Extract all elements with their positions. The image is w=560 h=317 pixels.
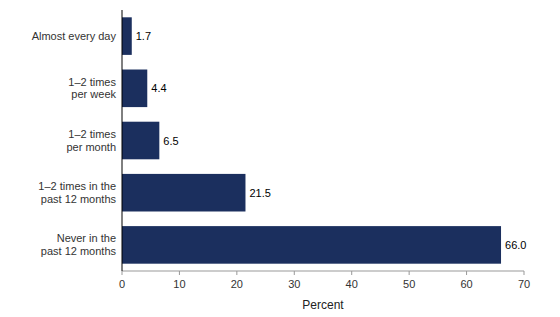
bar [122, 122, 159, 160]
y-tick-label: 1–2 times in thepast 12 months [38, 180, 116, 205]
x-tick [409, 271, 410, 275]
chart-container: 0 10 20 30 40 50 60 70 Percent Never in thepast 1… [0, 0, 560, 317]
bar [122, 70, 147, 108]
x-tick-label: 60 [460, 278, 472, 290]
x-tick-label: 10 [173, 278, 185, 290]
y-axis: Never in thepast 12 months 1–2 times in t… [32, 30, 117, 257]
bars [122, 17, 501, 263]
x-tick [236, 271, 237, 275]
x-tick [524, 271, 525, 275]
x-tick [294, 271, 295, 275]
data-label: 6.5 [163, 135, 178, 147]
y-tick-label: 1–2 timesper month [66, 128, 116, 153]
x-tick [466, 271, 467, 275]
y-tick-label: 1–2 timesper week [68, 76, 116, 101]
y-tick-label: Almost every day [32, 30, 117, 42]
bar [122, 17, 132, 55]
x-tick [179, 271, 180, 275]
x-tick-label: 20 [231, 278, 243, 290]
x-tick-label: 70 [518, 278, 530, 290]
data-label: 66.0 [505, 239, 526, 251]
data-label: 4.4 [151, 82, 166, 94]
x-axis-title: Percent [302, 298, 344, 312]
zero-line [122, 10, 123, 271]
x-tick-label: 30 [288, 278, 300, 290]
data-labels: 66.0 21.5 6.5 4.4 1.7 [136, 30, 527, 251]
x-tick-label: 50 [403, 278, 415, 290]
x-tick-label: 40 [346, 278, 358, 290]
data-label: 1.7 [136, 30, 151, 42]
data-label: 21.5 [249, 187, 270, 199]
x-tick [122, 271, 123, 275]
bar [122, 226, 501, 264]
y-tick-label: Never in thepast 12 months [41, 232, 117, 257]
x-tick-label: 0 [119, 278, 125, 290]
x-axis: 0 10 20 30 40 50 60 70 [119, 271, 530, 290]
bar [122, 174, 245, 212]
x-axis-line [122, 271, 524, 272]
x-tick [351, 271, 352, 275]
chart: 0 10 20 30 40 50 60 70 Percent Never in thepast 1… [0, 0, 560, 317]
